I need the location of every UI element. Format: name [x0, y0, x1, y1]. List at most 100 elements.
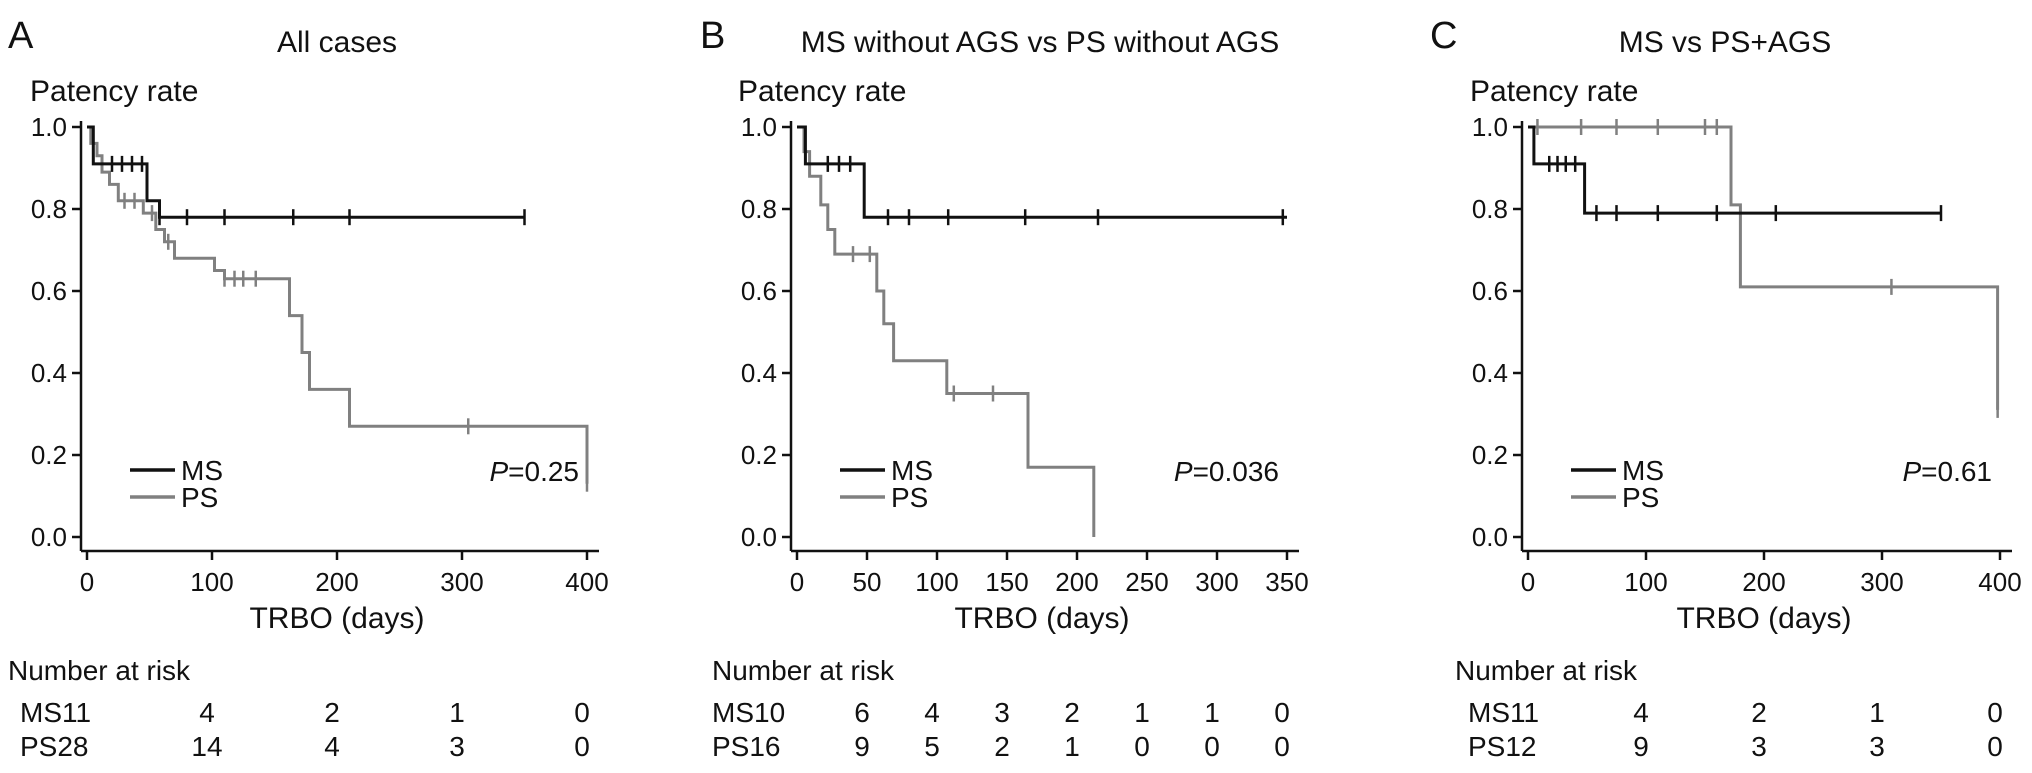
panel-title: MS without AGS vs PS without AGS — [801, 26, 1280, 59]
y-tick-label: 0.6 — [1472, 276, 1508, 306]
risk-value: 4 — [324, 731, 340, 762]
risk-value: 3 — [449, 731, 465, 762]
y-tick-label: 0.2 — [741, 440, 777, 470]
risk-row-label: PS12 — [1468, 731, 1537, 762]
y-tick-label: 0.2 — [1472, 440, 1508, 470]
panel-title: MS vs PS+AGS — [1619, 26, 1832, 59]
risk-value: 1 — [1064, 731, 1080, 762]
y-tick-label: 0.8 — [741, 194, 777, 224]
x-tick-label: 100 — [915, 567, 958, 597]
y-axis-label: Patency rate — [1470, 75, 1638, 108]
x-tick-label: 400 — [565, 567, 608, 597]
risk-value: 2 — [324, 697, 340, 728]
y-tick-label: 0.6 — [741, 276, 777, 306]
y-tick-label: 0.8 — [1472, 194, 1508, 224]
panel-letter: B — [700, 15, 725, 57]
panel-b: B MS without AGS vs PS without AGS Patency… — [700, 15, 1309, 762]
x-tick-label: 200 — [1742, 567, 1785, 597]
risk-value: 0 — [574, 697, 590, 728]
risk-value: 0 — [1987, 731, 2003, 762]
x-tick-label: 0 — [790, 567, 804, 597]
risk-row-label: PS16 — [712, 731, 781, 762]
panel-title: All cases — [277, 26, 397, 59]
panel-letter: C — [1430, 15, 1457, 57]
y-tick-label: 0.8 — [31, 194, 67, 224]
risk-value: 0 — [1274, 731, 1290, 762]
legend-label-ps: PS — [891, 482, 928, 513]
series-line-ps — [1528, 125, 2000, 410]
x-tick-label: 250 — [1125, 567, 1168, 597]
x-tick-label: 50 — [853, 567, 882, 597]
risk-value: 5 — [924, 731, 940, 762]
risk-table-heading: Number at risk — [1455, 655, 1638, 686]
risk-value: 3 — [1869, 731, 1885, 762]
series-line-ms — [797, 125, 1287, 219]
panel-letter: A — [8, 15, 34, 57]
x-tick-label: 200 — [1055, 567, 1098, 597]
x-tick-label: 350 — [1265, 567, 1308, 597]
y-axis-label: Patency rate — [30, 75, 198, 108]
risk-value: 1 — [1204, 697, 1220, 728]
series-line-ps — [797, 125, 1096, 537]
x-axis-label: TRBO (days) — [954, 602, 1129, 635]
risk-value: 4 — [924, 697, 940, 728]
x-tick-label: 400 — [1978, 567, 2021, 597]
x-tick-label: 300 — [1860, 567, 1903, 597]
panel-a: A All cases Patency rate 0.0 0.2 0.4 0.6 0.8 1.0… — [8, 15, 609, 762]
x-tick-label: 300 — [440, 567, 483, 597]
y-tick-label: 0.0 — [741, 522, 777, 552]
risk-value: 0 — [574, 731, 590, 762]
x-tick-label: 200 — [315, 567, 358, 597]
y-tick-label: 1.0 — [741, 112, 777, 142]
y-tick-label: 0.4 — [31, 358, 67, 388]
p-value: P=0.036 — [1174, 456, 1279, 487]
legend-label-ps: PS — [181, 482, 218, 513]
risk-value: 6 — [854, 697, 870, 728]
risk-value: 14 — [191, 731, 222, 762]
risk-value: 0 — [1134, 731, 1150, 762]
risk-table-heading: Number at risk — [712, 655, 895, 686]
legend-label-ms: MS — [181, 455, 223, 486]
legend-label-ms: MS — [891, 455, 933, 486]
risk-value: 1 — [1869, 697, 1885, 728]
risk-value: 2 — [1064, 697, 1080, 728]
x-tick-label: 0 — [80, 567, 94, 597]
risk-value: 4 — [1633, 697, 1649, 728]
x-axis-label: TRBO (days) — [1676, 602, 1851, 635]
x-tick-label: 0 — [1521, 567, 1535, 597]
p-value: P=0.61 — [1902, 456, 1992, 487]
x-tick-label: 100 — [1624, 567, 1667, 597]
series-line-ms — [87, 125, 525, 219]
risk-value: 9 — [854, 731, 870, 762]
p-value: P=0.25 — [489, 456, 579, 487]
risk-table-heading: Number at risk — [8, 655, 191, 686]
risk-row-label: PS28 — [20, 731, 89, 762]
x-axis-label: TRBO (days) — [249, 602, 424, 635]
y-tick-label: 1.0 — [31, 112, 67, 142]
risk-value: 3 — [994, 697, 1010, 728]
risk-value: 1 — [449, 697, 465, 728]
risk-value: 0 — [1987, 697, 2003, 728]
risk-row-label: MS11 — [1468, 697, 1539, 728]
risk-value: 4 — [199, 697, 215, 728]
panel-c: C MS vs PS+AGS Patency rate 0.0 0.2 0.4 0.6 0.8… — [1430, 15, 2022, 762]
risk-row-label: MS11 — [20, 697, 91, 728]
risk-value: 0 — [1204, 731, 1220, 762]
x-tick-label: 100 — [190, 567, 233, 597]
y-tick-label: 1.0 — [1472, 112, 1508, 142]
x-tick-label: 300 — [1195, 567, 1238, 597]
risk-value: 2 — [1751, 697, 1767, 728]
risk-value: 3 — [1751, 731, 1767, 762]
y-tick-label: 0.6 — [31, 276, 67, 306]
y-tick-label: 0.0 — [1472, 522, 1508, 552]
risk-value: 0 — [1274, 697, 1290, 728]
risk-value: 9 — [1633, 731, 1649, 762]
risk-row-label: MS10 — [712, 697, 785, 728]
legend-label-ps: PS — [1622, 482, 1659, 513]
risk-value: 1 — [1134, 697, 1150, 728]
series-line-ps — [87, 125, 589, 484]
risk-value: 2 — [994, 731, 1010, 762]
y-tick-label: 0.4 — [741, 358, 777, 388]
y-tick-label: 0.2 — [31, 440, 67, 470]
